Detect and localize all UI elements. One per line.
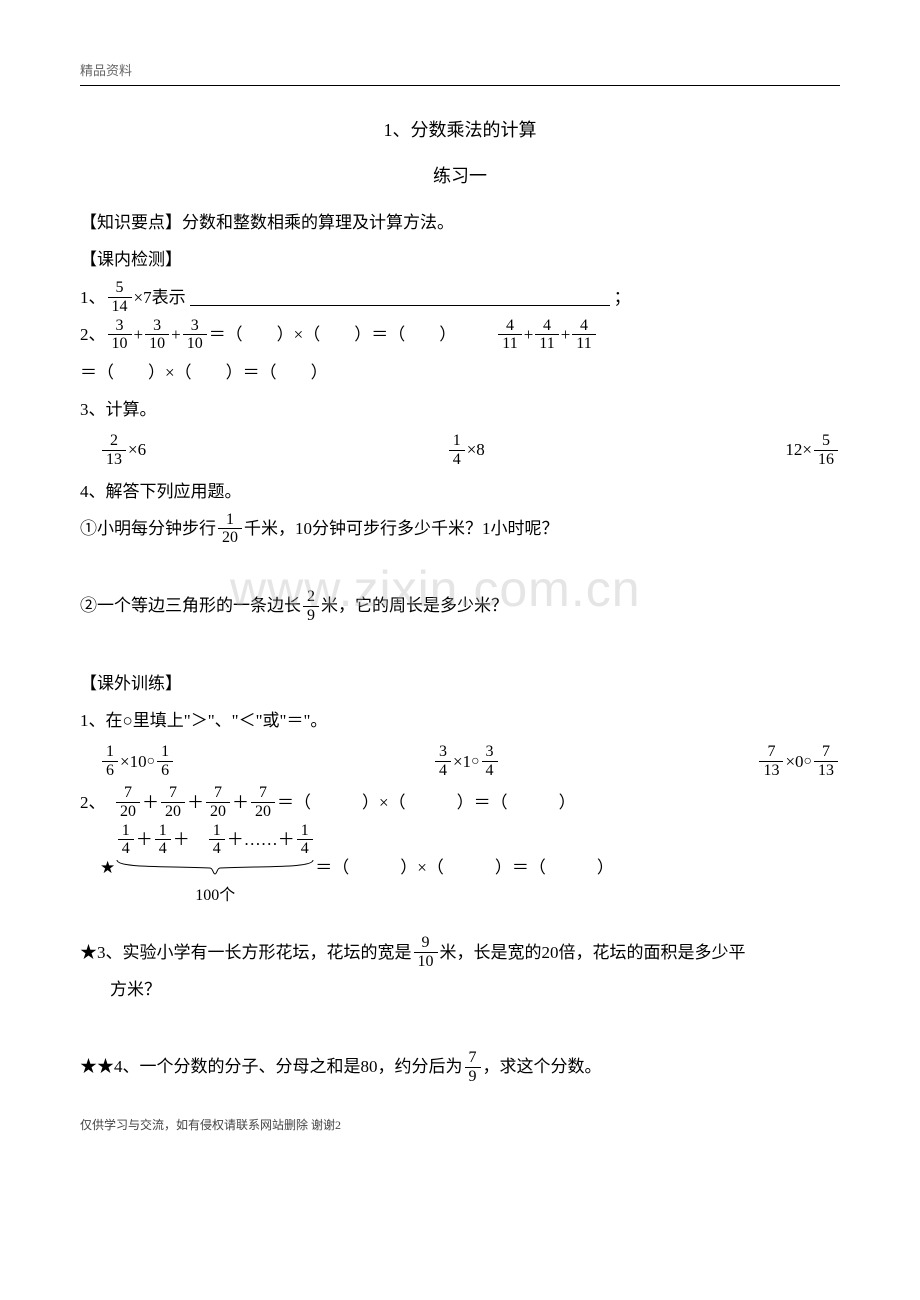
brace-group: 14 ＋ 14 ＋ 14 ＋ …… ＋ 14 100个 [115, 821, 315, 914]
header-label: 精品资料 [80, 60, 840, 85]
q2-r-frac2: 411 [535, 317, 558, 353]
b4: ★★4、一个分数的分子、分母之和是80，约分后为 79 ，求这个分数。 [80, 1048, 840, 1085]
q2-l-frac1: 310 [108, 317, 132, 353]
q2-l-frac3: 310 [183, 317, 207, 353]
q4-prefix: 4、解答下列应用题。 [80, 473, 840, 510]
q2-left-tail: ＝（ ）×（ ）＝（ ） [209, 316, 457, 353]
section-b-label: 【课外训练】 [80, 665, 840, 702]
brace-label: 100个 [195, 878, 235, 913]
q1-suffix: ； [614, 279, 631, 316]
b3-line2: 方米？ [80, 971, 840, 1008]
q4b: ②一个等边三角形的一条边长 29 米，它的周长是多少米？ [80, 587, 840, 624]
b1-row: 16 ×10 ○ 16 34 ×1 ○ 34 713 ×0 ○ 713 [80, 743, 840, 779]
q2-l-frac2: 310 [145, 317, 169, 353]
b3: ★3、实验小学有一长方形花坛，花坛的宽是 910 米，长是宽的20倍，花坛的面积… [80, 934, 840, 971]
b1-item2: 34 ×1 ○ 34 [433, 743, 500, 779]
q3-row: 213 ×6 14 ×8 12× 516 [80, 432, 840, 468]
header-rule [80, 85, 840, 86]
q1-frac: 5 14 [108, 279, 132, 315]
page-title: 1、分数乘法的计算 [80, 116, 840, 142]
q2-right-tail: ＝（ ）×（ ）＝（ ） [80, 354, 328, 391]
plus: + [171, 316, 181, 353]
q1-blank [190, 288, 610, 306]
b1-item1: 16 ×10 ○ 16 [100, 743, 175, 779]
q1-mid: ×7表示 [134, 279, 186, 316]
knowledge-line: 【知识要点】分数和整数相乘的算理及计算方法。 [80, 204, 840, 241]
q4a: ①小明每分钟步行 120 千米，10分钟可步行多少千米？1小时呢？ [80, 510, 840, 547]
q1-prefix: 1、 [80, 279, 106, 316]
plus: + [524, 316, 534, 353]
q2-r-frac3: 411 [572, 317, 595, 353]
b1-item3: 713 ×0 ○ 713 [757, 743, 840, 779]
knowledge-text: 分数和整数相乘的算理及计算方法。 [182, 213, 454, 232]
q1: 1、 5 14 ×7表示 ； [80, 279, 840, 316]
footer-text: 仅供学习与交流，如有侵权请联系网站删除 谢谢2 [80, 1116, 840, 1133]
b2: 2、 720 ＋ 720 ＋ 720 ＋ 720 ＝（ ）×（ ）＝（ ） [80, 784, 840, 821]
plus: + [561, 316, 571, 353]
page-subtitle: 练习一 [80, 162, 840, 188]
q2: 2、 310 + 310 + 310 ＝（ ）×（ ）＝（ ） 411 + 41… [80, 316, 840, 391]
section-a-label: 【课内检测】 [80, 241, 840, 278]
knowledge-label: 【知识要点】 [80, 213, 182, 232]
underbrace-icon [115, 858, 315, 876]
page: 精品资料 1、分数乘法的计算 练习一 【知识要点】分数和整数相乘的算理及计算方法… [0, 0, 920, 1173]
q3-item1: 213 ×6 [100, 432, 146, 468]
b2-star: ★ 14 ＋ 14 ＋ 14 ＋ …… ＋ 14 100个 ＝（ ）×（ ）＝（… [80, 821, 840, 914]
q3-item2: 14 ×8 [447, 432, 485, 468]
q3-prefix: 3、计算。 [80, 391, 840, 428]
plus: + [134, 316, 144, 353]
q2-prefix: 2、 [80, 316, 106, 353]
q3-item3: 12× 516 [785, 432, 840, 468]
q2-r-frac1: 411 [498, 317, 521, 353]
b1-prefix: 1、在○里填上"＞"、"＜"或"＝"。 [80, 702, 840, 739]
